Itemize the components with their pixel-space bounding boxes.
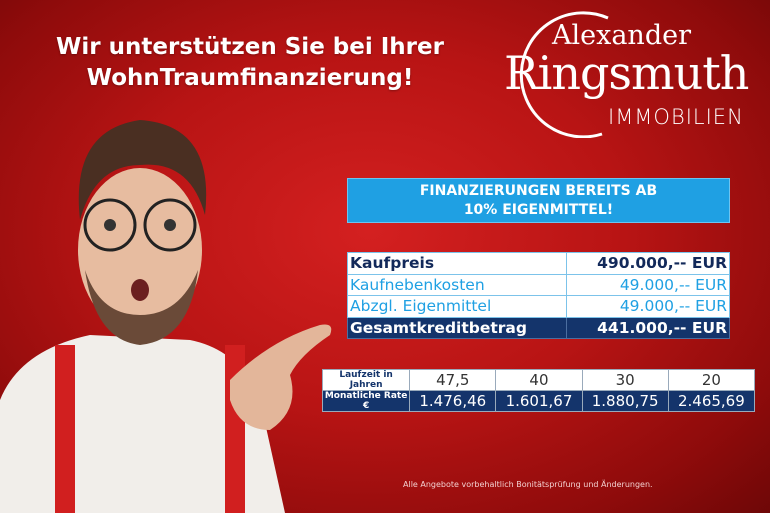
promo-banner: FINANZIERUNGEN BEREITS AB 10% EIGENMITTE… <box>347 178 730 223</box>
surprised-man-pointing-image <box>0 120 332 513</box>
banner-line-2: 10% EIGENMITTEL! <box>463 202 614 218</box>
rate-cell: 2.465,69 <box>667 390 756 412</box>
year-cell: 40 <box>495 369 583 391</box>
logo-surname: Ringsmuth <box>504 46 749 100</box>
headline: Wir unterstützen Sie bei Ihrer WohnTraum… <box>20 32 480 94</box>
banner-line-1: FINANZIERUNGEN BEREITS AB <box>419 183 658 199</box>
table-row: Gesamtkreditbetrag 441.000,-- EUR <box>346 316 730 339</box>
row-label: Abzgl. Eigenmittel <box>346 295 568 318</box>
table-row: Monatliche Rate € 1.476,46 1.601,67 1.88… <box>321 390 756 412</box>
logo-firstname: Alexander <box>552 20 691 51</box>
year-cell: 20 <box>667 369 756 391</box>
rates-table: Laufzeit in Jahren 47,5 40 30 20 Monatli… <box>321 369 756 412</box>
row-value: 49.000,-- EUR <box>566 273 730 296</box>
table-row: Laufzeit in Jahren 47,5 40 30 20 <box>321 369 756 391</box>
table-row: Kaufnebenkosten 49.000,-- EUR <box>346 273 730 296</box>
disclaimer: Alle Angebote vorbehaltlich Bonitätsprüf… <box>403 480 653 489</box>
row-value: 441.000,-- EUR <box>566 316 730 339</box>
row-label: Gesamtkreditbetrag <box>346 316 568 339</box>
company-logo: Alexander Ringsmuth IMMOBILIEN <box>490 8 765 138</box>
table-row: Kaufpreis 490.000,-- EUR <box>346 252 730 275</box>
price-table: Kaufpreis 490.000,-- EUR Kaufnebenkosten 4… <box>346 252 730 339</box>
rate-cell: 1.476,46 <box>409 390 497 412</box>
headline-line-1: Wir unterstützen Sie bei Ihrer <box>56 34 444 60</box>
rate-cell: 1.880,75 <box>581 390 669 412</box>
year-cell: 47,5 <box>409 369 497 391</box>
logo-circle-icon <box>519 11 609 138</box>
row-label: Kaufnebenkosten <box>346 273 568 296</box>
year-cell: 30 <box>581 369 669 391</box>
rate-cell: 1.601,67 <box>495 390 583 412</box>
headline-line-2: WohnTraumfinanzierung! <box>86 65 414 91</box>
row-label: Monatliche Rate € <box>321 390 411 412</box>
table-row: Abzgl. Eigenmittel 49.000,-- EUR <box>346 295 730 318</box>
row-value: 490.000,-- EUR <box>566 252 730 275</box>
row-label: Kaufpreis <box>346 252 568 275</box>
logo-tagline: IMMOBILIEN <box>608 105 744 129</box>
row-label: Laufzeit in Jahren <box>321 369 411 391</box>
row-value: 49.000,-- EUR <box>566 295 730 318</box>
